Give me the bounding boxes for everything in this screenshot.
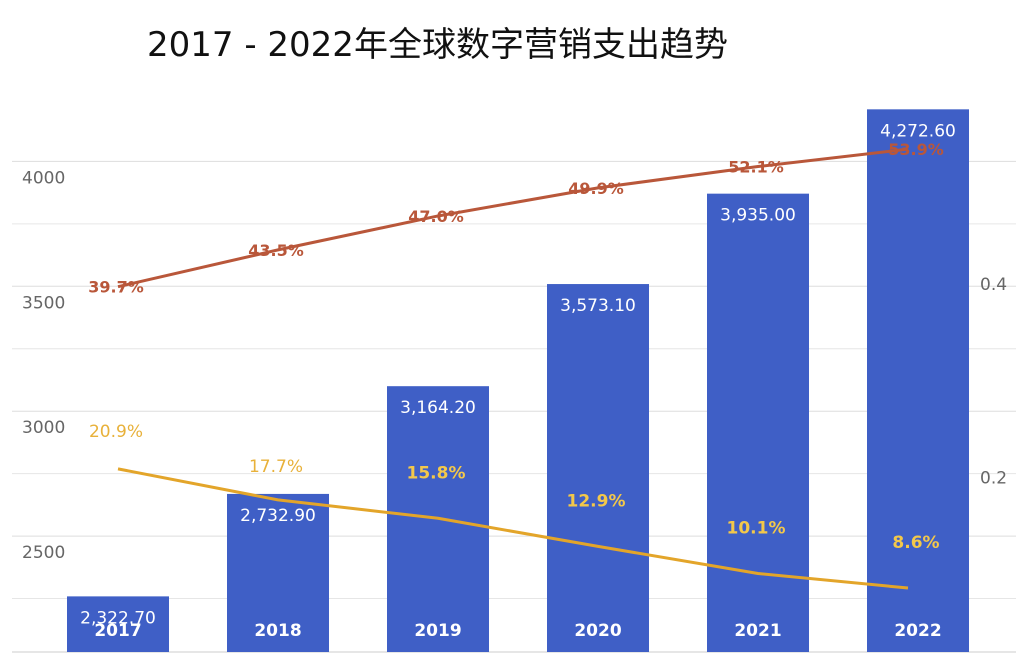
left-tick-label: 4000 xyxy=(22,168,65,188)
line-data-label: 52.1% xyxy=(728,158,784,177)
grid xyxy=(12,160,1016,653)
category-label: 2021 xyxy=(734,621,781,641)
category-label: 2020 xyxy=(574,621,621,641)
line-data-label: 43.5% xyxy=(248,241,304,260)
line-series-gold xyxy=(117,467,909,590)
right-tick-label: 0.4 xyxy=(980,275,1007,295)
line-data-label: 20.9% xyxy=(89,422,143,442)
bar-value-label: 3,935.00 xyxy=(720,206,796,226)
category-label: 2018 xyxy=(254,621,301,641)
chart-title: 2017 - 2022年全球数字营销支出趋势 xyxy=(147,25,728,65)
right-tick-label: 0.2 xyxy=(980,469,1007,489)
bar xyxy=(707,193,809,652)
line-data-label: 8.6% xyxy=(892,533,939,553)
bar-value-label: 2,732.90 xyxy=(240,506,316,526)
left-tick-label: 3500 xyxy=(22,293,65,313)
category-label: 2017 xyxy=(94,621,141,641)
bar-value-label: 4,272.60 xyxy=(880,121,956,141)
bar-value-label: 3,164.20 xyxy=(400,398,476,418)
bar xyxy=(227,493,329,652)
line-data-label: 47.0% xyxy=(408,207,464,226)
left-axis-ticks: 4000 3500 3000 2500 xyxy=(22,168,65,563)
line-data-label: 49.9% xyxy=(568,179,624,198)
bar xyxy=(67,596,169,652)
line-data-label: 39.7% xyxy=(88,278,144,297)
right-axis-ticks: 0.4 0.2 xyxy=(980,275,1007,489)
line-data-label: 17.7% xyxy=(249,457,303,477)
line-data-label: 10.1% xyxy=(727,519,786,539)
left-tick-label: 2500 xyxy=(22,543,65,563)
bar xyxy=(867,109,969,652)
line-data-label: 53.9% xyxy=(888,140,944,159)
line-series-red xyxy=(117,147,909,289)
category-label: 2022 xyxy=(894,621,941,641)
line-data-label: 15.8% xyxy=(407,463,466,483)
left-tick-label: 3000 xyxy=(22,418,65,438)
bar-value-label: 3,573.10 xyxy=(560,296,636,316)
bar-value-label: 2,322.70 xyxy=(80,608,156,628)
line-data-label: 12.9% xyxy=(567,491,626,511)
bar xyxy=(547,284,649,652)
line-series: 39.7% 43.5% 47.0% 49.9% 52.1% 53.9% 20.9% 17.7%… xyxy=(88,140,944,590)
category-label: 2019 xyxy=(414,621,461,641)
